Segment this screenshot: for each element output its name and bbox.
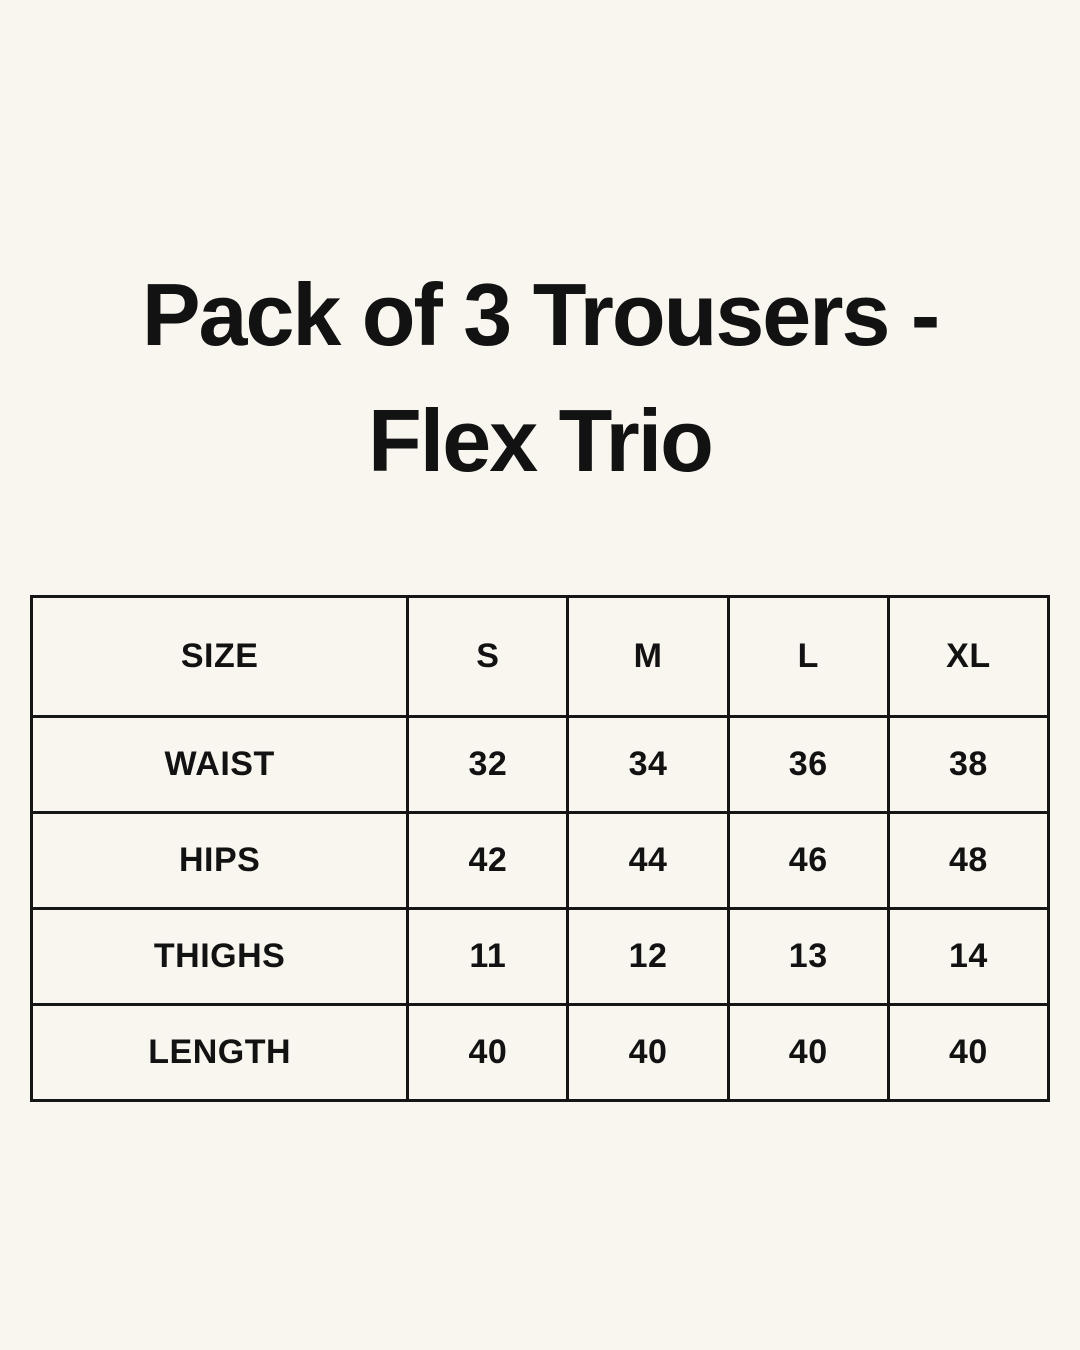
row-label-length: LENGTH — [29, 1003, 410, 1102]
cell-waist-xl: 38 — [886, 715, 1051, 814]
table-row-hips: HIPS 42 44 46 48 — [29, 811, 1051, 910]
row-label-thighs: THIGHS — [29, 907, 410, 1006]
cell-thighs-s: 11 — [406, 907, 570, 1006]
header-cell-l: L — [726, 595, 890, 718]
cell-length-l: 40 — [726, 1003, 890, 1102]
cell-waist-l: 36 — [726, 715, 890, 814]
row-label-hips: HIPS — [29, 811, 410, 910]
header-cell-s: S — [406, 595, 570, 718]
header-cell-xl: XL — [886, 595, 1051, 718]
cell-thighs-xl: 14 — [886, 907, 1051, 1006]
cell-thighs-l: 13 — [726, 907, 890, 1006]
size-table: SIZE S M L XL WAIST 32 34 36 38 HIPS 42 … — [29, 595, 1051, 1102]
table-row-length: LENGTH 40 40 40 40 — [29, 1003, 1051, 1102]
cell-waist-m: 34 — [566, 715, 730, 814]
size-table-header-row: SIZE S M L XL — [29, 595, 1051, 718]
table-row-waist: WAIST 32 34 36 38 — [29, 715, 1051, 814]
header-cell-m: M — [566, 595, 730, 718]
cell-waist-s: 32 — [406, 715, 570, 814]
cell-hips-m: 44 — [566, 811, 730, 910]
cell-hips-s: 42 — [406, 811, 570, 910]
product-title-line2: Flex Trio — [368, 391, 714, 490]
cell-thighs-m: 12 — [566, 907, 730, 1006]
product-title-line1: Pack of 3 Trousers - — [141, 265, 940, 364]
cell-length-s: 40 — [406, 1003, 570, 1102]
cell-length-xl: 40 — [886, 1003, 1051, 1102]
cell-length-m: 40 — [566, 1003, 730, 1102]
cell-hips-xl: 48 — [886, 811, 1051, 910]
cell-hips-l: 46 — [726, 811, 890, 910]
product-title: Pack of 3 Trousers - Flex Trio — [0, 252, 1080, 504]
table-row-thighs: THIGHS 11 12 13 14 — [29, 907, 1051, 1006]
row-label-waist: WAIST — [29, 715, 410, 814]
header-cell-size: SIZE — [29, 595, 410, 718]
